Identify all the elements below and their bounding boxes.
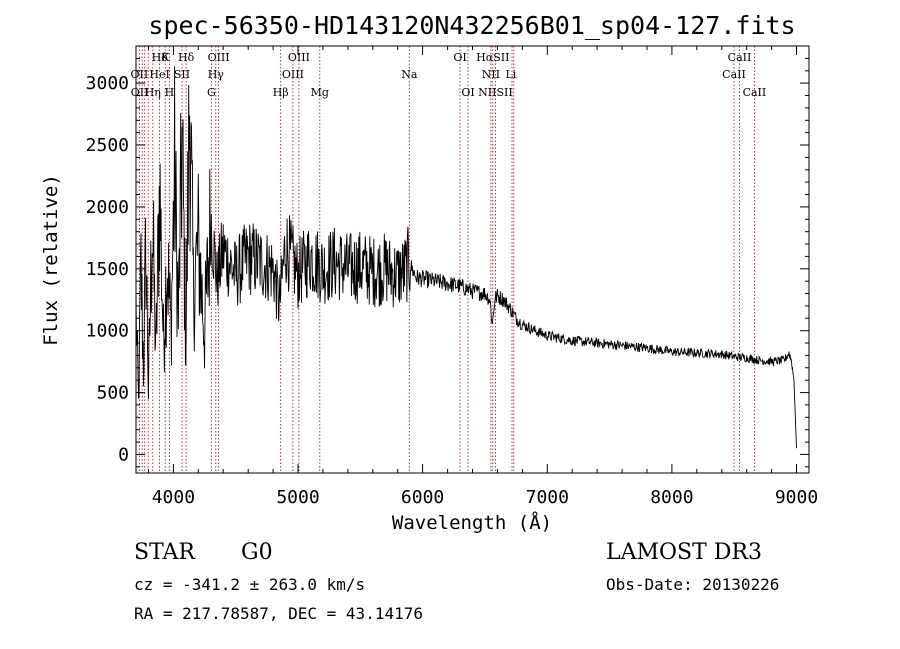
line-label: OII bbox=[131, 86, 149, 99]
y-tick-label: 1500 bbox=[86, 259, 129, 280]
line-label: Na bbox=[401, 68, 418, 81]
line-label: CaII bbox=[722, 68, 746, 81]
line-label: OIII bbox=[288, 51, 310, 64]
line-label: NIISII bbox=[478, 86, 513, 99]
line-label: Mg bbox=[311, 86, 329, 99]
object-subclass: G0 bbox=[241, 540, 273, 565]
observation-date: Obs-Date: 20130226 bbox=[606, 575, 780, 594]
y-tick-label: 3000 bbox=[86, 73, 129, 94]
series-layer bbox=[135, 66, 797, 449]
x-tick-label: 4000 bbox=[152, 487, 195, 508]
line-label: G bbox=[207, 86, 216, 99]
line-label: NII bbox=[482, 68, 500, 81]
spectral-line-markers bbox=[138, 46, 755, 473]
line-label: OIII bbox=[208, 51, 230, 64]
x-tick-label: 6000 bbox=[401, 487, 444, 508]
line-label: K bbox=[161, 51, 170, 64]
line-label: Hδ bbox=[152, 51, 169, 64]
coordinates-readout: RA = 217.78587, DEC = 43.14176 bbox=[134, 604, 423, 623]
x-axis-label: Wavelength (Å) bbox=[392, 511, 552, 534]
object-class: STAR bbox=[134, 540, 195, 565]
x-axis-ticks: 4000 5000 6000 7000 8000 9000 bbox=[148, 46, 818, 508]
line-label: Hη bbox=[145, 86, 161, 99]
line-label: HeI bbox=[149, 68, 169, 81]
x-tick-label: 9000 bbox=[775, 487, 818, 508]
y-tick-label: 0 bbox=[118, 444, 129, 465]
line-label: Li bbox=[505, 68, 516, 81]
y-tick-label: 1000 bbox=[86, 321, 129, 342]
line-label: OIII bbox=[282, 68, 304, 81]
spectrum-line bbox=[135, 66, 797, 449]
x-tick-label: 7000 bbox=[526, 487, 569, 508]
line-label: HαSII bbox=[476, 51, 509, 64]
y-tick-label: 2500 bbox=[86, 135, 129, 156]
y-tick-label: 2000 bbox=[86, 197, 129, 218]
line-label: OI bbox=[461, 86, 474, 99]
y-axis-ticks: 0 500 1000 1500 2000 2500 3000 bbox=[86, 57, 809, 468]
y-axis-label: Flux (relative) bbox=[40, 174, 62, 346]
line-label: Hβ bbox=[273, 86, 289, 99]
line-label: CaII bbox=[743, 86, 767, 99]
survey-name: LAMOST DR3 bbox=[606, 540, 762, 565]
line-label: SII bbox=[174, 68, 190, 81]
line-label: H bbox=[165, 86, 175, 99]
y-tick-label: 500 bbox=[96, 383, 129, 404]
x-tick-label: 5000 bbox=[276, 487, 319, 508]
redshift-readout: cz = -341.2 ± 263.0 km/s bbox=[134, 575, 366, 594]
line-label: OI bbox=[453, 51, 466, 64]
line-label: CaII bbox=[728, 51, 752, 64]
chart-title: spec-56350-HD143120N432256B01_sp04-127.f… bbox=[148, 11, 795, 40]
line-label: OII bbox=[131, 68, 149, 81]
line-label: Hδ bbox=[178, 51, 195, 64]
line-label: Hγ bbox=[208, 68, 225, 81]
x-tick-label: 8000 bbox=[650, 487, 693, 508]
